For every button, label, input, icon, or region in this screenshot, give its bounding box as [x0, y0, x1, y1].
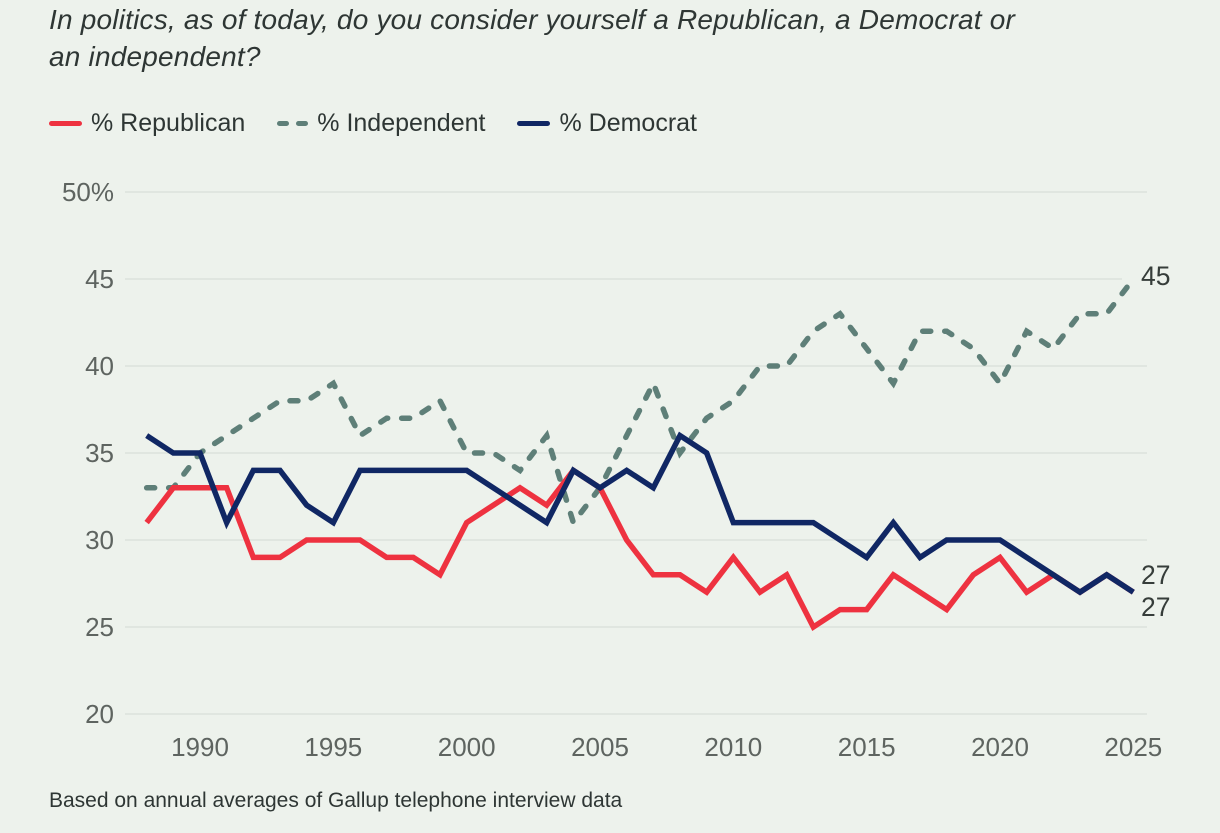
x-tick-label-2000: 2000: [438, 732, 496, 762]
y-tick-label-20: 20: [85, 699, 114, 729]
legend-label-republican: % Republican: [91, 109, 246, 137]
y-tick-label-25: 25: [85, 612, 114, 642]
chart-legend: % Republican % Independent % Democrat: [49, 109, 697, 138]
legend-item-democrat: % Democrat: [517, 109, 697, 138]
chart-footnote: Based on annual averages of Gallup telep…: [49, 789, 623, 812]
y-tick-label-45: 45: [85, 264, 114, 294]
democrat-end-value-label: 27: [1141, 560, 1170, 590]
independent-trend-line: [143, 276, 1137, 529]
x-tick-label-2010: 2010: [704, 732, 762, 762]
x-tick-label-2015: 2015: [838, 732, 896, 762]
legend-item-independent: % Independent: [277, 109, 485, 138]
y-tick-label-30: 30: [85, 525, 114, 555]
legend-label-independent: % Independent: [317, 109, 486, 137]
democrat-trend-line: [145, 431, 1135, 596]
x-tick-label-2020: 2020: [971, 732, 1029, 762]
independent-end-value-label: 45: [1141, 261, 1170, 291]
x-tick-label-1995: 1995: [304, 732, 362, 762]
y-tick-label-50: 50%: [62, 177, 114, 207]
x-tick-label-2025: 2025: [1104, 732, 1162, 762]
x-tick-label-1990: 1990: [171, 732, 229, 762]
y-tick-label-35: 35: [85, 438, 114, 468]
legend-item-republican: % Republican: [49, 109, 245, 138]
democrat-line-swatch: [517, 120, 551, 127]
y-tick-label-40: 40: [85, 351, 114, 381]
republican-line-swatch: [49, 120, 82, 127]
legend-label-democrat: % Democrat: [559, 109, 698, 137]
chart-title: In politics, as of today, do you conside…: [49, 4, 1016, 72]
republican-end-value-label: 27: [1141, 592, 1170, 622]
x-tick-label-2005: 2005: [571, 732, 629, 762]
republican-trend-line: [144, 466, 1135, 631]
independent-dash-swatch: [277, 120, 309, 127]
